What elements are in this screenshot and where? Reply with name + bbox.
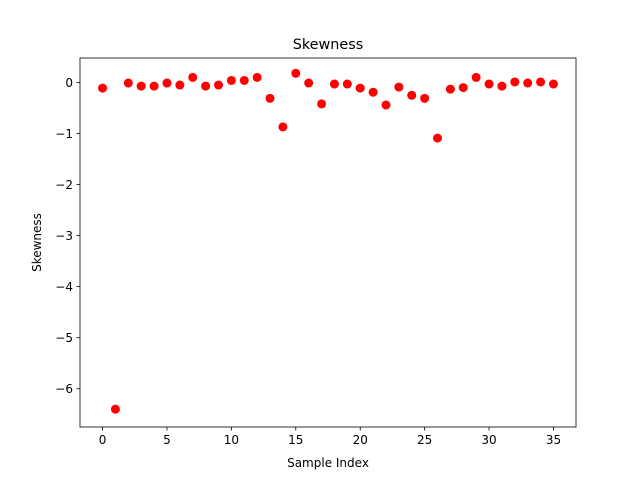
data-point [317, 99, 327, 109]
data-point [394, 82, 404, 92]
data-point [433, 133, 443, 143]
data-point [110, 404, 120, 414]
data-point [226, 75, 236, 85]
data-point [342, 79, 352, 89]
y-tick-label: −3 [55, 229, 73, 243]
data-points [98, 68, 558, 414]
data-point [123, 78, 133, 88]
x-tick-label: 25 [417, 433, 432, 447]
data-point [381, 100, 391, 110]
data-point [304, 78, 314, 88]
data-point [497, 81, 507, 91]
x-tick-label: 0 [99, 433, 107, 447]
x-tick-label: 20 [353, 433, 368, 447]
data-point [548, 79, 558, 89]
x-tick-label: 15 [288, 433, 303, 447]
data-point [536, 77, 546, 87]
data-point [149, 81, 159, 91]
data-point [188, 72, 198, 82]
y-tick-label: −1 [55, 127, 73, 141]
y-tick-label: −2 [55, 178, 73, 192]
data-point [213, 80, 223, 90]
y-axis-ticks: −6 −5 −4 −3 −2 −1 0 [55, 76, 80, 396]
data-point [510, 77, 520, 87]
data-point [136, 81, 146, 91]
y-tick-label: −4 [55, 280, 73, 294]
y-tick-label: −5 [55, 331, 73, 345]
x-tick-label: 30 [481, 433, 496, 447]
data-point [471, 72, 481, 82]
chart-title: Skewness [293, 37, 364, 53]
data-point [291, 68, 301, 78]
data-point [368, 87, 378, 97]
data-point [201, 81, 211, 91]
x-axis-label: Sample Index [287, 456, 369, 470]
data-point [265, 93, 275, 103]
data-point [278, 122, 288, 132]
y-axis-label: Skewness [30, 213, 44, 272]
data-point [445, 84, 455, 94]
data-point [175, 80, 185, 90]
data-point [239, 75, 249, 85]
data-point [523, 78, 533, 88]
data-point [420, 93, 430, 103]
data-point [98, 83, 108, 93]
data-point [252, 72, 262, 82]
data-point [329, 79, 339, 89]
y-tick-label: −6 [55, 382, 73, 396]
x-tick-label: 10 [224, 433, 239, 447]
x-axis-ticks: 0 5 10 15 20 25 30 35 [99, 427, 561, 447]
data-point [484, 79, 494, 89]
axes-frame [79, 57, 577, 428]
data-point [162, 78, 172, 88]
x-tick-label: 35 [546, 433, 561, 447]
data-point [355, 83, 365, 93]
y-tick-label: 0 [65, 76, 73, 90]
x-tick-label: 5 [163, 433, 171, 447]
data-point [458, 83, 468, 93]
data-point [407, 90, 417, 100]
